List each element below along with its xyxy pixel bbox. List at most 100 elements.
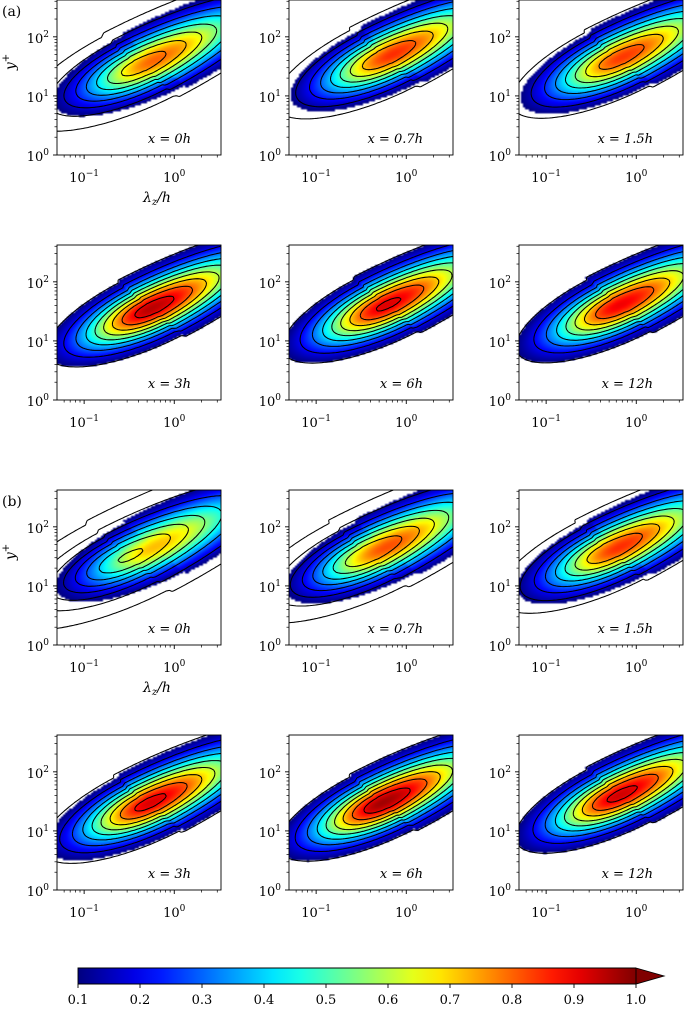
contour-panel: 10−1 100 100 101 102 x = 0.7h	[259, 0, 454, 186]
y-tick-label: 100	[27, 638, 50, 655]
contour-line	[86, 523, 190, 581]
contour-panel: 10−1 100 100 101 102 x = 3h	[27, 244, 222, 431]
colorbar: 0.1 0.2 0.3 0.4 0.5 0.6 0.7 0.8 0.9 1.0	[68, 967, 666, 1008]
x-tick-label: 10−1	[69, 414, 99, 431]
y-tick-label: 101	[27, 89, 49, 106]
contour-line	[574, 25, 679, 84]
y-tick-label: 101	[489, 579, 511, 596]
x-tick-label: 100	[163, 169, 186, 186]
y-tick-label: 102	[27, 275, 49, 292]
contour-line	[544, 740, 683, 838]
contour-panel: 10−1 100 100 101 102 x = 0h λz/h y+	[1, 489, 222, 698]
contour-line	[289, 735, 453, 862]
contour-line	[57, 495, 221, 601]
contour-line	[339, 22, 449, 83]
contour-line	[554, 507, 683, 582]
contour-line	[344, 535, 403, 568]
contour-line	[289, 490, 453, 624]
filled-contour	[289, 735, 453, 890]
contour-panel: 10−1 100 100 101 102 x = 1.5h	[489, 0, 684, 186]
position-annotation: x = 0.7h	[367, 622, 423, 637]
contour-line	[109, 774, 203, 826]
colorbar-frame	[77, 967, 636, 985]
contour-line	[289, 492, 453, 598]
contour-line	[572, 758, 683, 822]
x-tick-label: 10−1	[531, 169, 561, 186]
contour-panel: 10−1 100 100 101 102 x = 1.5h	[489, 489, 684, 676]
colorbar-gradient	[78, 968, 636, 984]
contour-line	[289, 0, 453, 120]
y-tick-label: 102	[489, 520, 511, 537]
x-tick-label: 100	[625, 169, 648, 186]
contour-line	[519, 245, 683, 364]
contour-line	[574, 270, 683, 331]
contour-line	[598, 44, 645, 70]
contour-line	[349, 276, 440, 327]
contour-line	[351, 778, 428, 821]
contour-line	[574, 523, 661, 571]
contour-line	[63, 505, 221, 594]
contour-line	[134, 793, 167, 812]
contour-line	[134, 295, 175, 319]
y-tick-label: 100	[259, 883, 282, 900]
position-annotation: x = 3h	[148, 377, 191, 392]
x-tick-label: 10−1	[69, 904, 99, 921]
colorbar-tick-label: 0.3	[192, 993, 213, 1008]
y-tick-label: 102	[27, 30, 49, 47]
contour-panel: 10−1 100 100 101 102 x = 0.7h	[259, 489, 454, 676]
contour-line	[322, 517, 435, 580]
y-axis-label: y+	[1, 54, 19, 71]
axes-frame	[56, 734, 222, 891]
contour-line	[320, 7, 453, 94]
contour-line	[294, 739, 453, 853]
contour-line	[308, 1, 453, 100]
colorbar-tick-label: 0.6	[378, 993, 399, 1008]
contour-line	[595, 286, 655, 320]
contour-line	[533, 493, 683, 594]
filled-contour	[519, 0, 683, 155]
y-tick-label: 101	[259, 89, 281, 106]
y-tick-label: 102	[489, 30, 511, 47]
x-tick-label: 100	[395, 414, 418, 431]
colorbar-tick-label: 0.1	[68, 993, 89, 1008]
x-axis-label: λz/h	[142, 190, 171, 208]
filled-contour	[57, 490, 221, 645]
contour-line	[57, 490, 221, 629]
y-tick-label: 101	[27, 824, 49, 841]
contour-line	[316, 751, 453, 840]
contour-line	[289, 490, 453, 607]
position-annotation: x = 1.5h	[597, 132, 653, 147]
position-annotation: x = 12h	[602, 867, 653, 882]
axes-frame	[518, 489, 684, 646]
position-annotation: x = 3h	[148, 867, 191, 882]
contour-line	[96, 31, 203, 91]
position-annotation: x = 1.5h	[597, 622, 653, 637]
filled-contour	[519, 735, 683, 890]
contour-line	[545, 251, 683, 347]
contour-line	[117, 548, 144, 563]
x-tick-label: 100	[163, 414, 186, 431]
contour-line	[299, 245, 453, 354]
axes-frame	[288, 244, 454, 401]
colorbar-tick-label: 0.2	[130, 993, 151, 1008]
contour-line	[519, 0, 683, 119]
contour-line	[332, 525, 420, 574]
axes-frame	[56, 0, 222, 156]
y-tick-label: 101	[27, 334, 49, 351]
contour-line	[295, 0, 453, 108]
y-tick-label: 100	[27, 148, 50, 165]
y-tick-label: 102	[489, 275, 511, 292]
contour-line	[119, 781, 188, 820]
contour-line	[581, 765, 674, 817]
y-tick-label: 102	[489, 765, 511, 782]
contour-line	[591, 773, 659, 811]
x-tick-label: 10−1	[531, 659, 561, 676]
filled-contour	[519, 245, 683, 400]
x-tick-label: 10−1	[301, 414, 331, 431]
contour-line	[544, 4, 683, 101]
contour-line	[57, 0, 221, 132]
x-tick-label: 10−1	[69, 169, 99, 186]
contour-line	[57, 735, 221, 864]
contour-line	[586, 532, 643, 564]
contour-line	[57, 0, 221, 117]
